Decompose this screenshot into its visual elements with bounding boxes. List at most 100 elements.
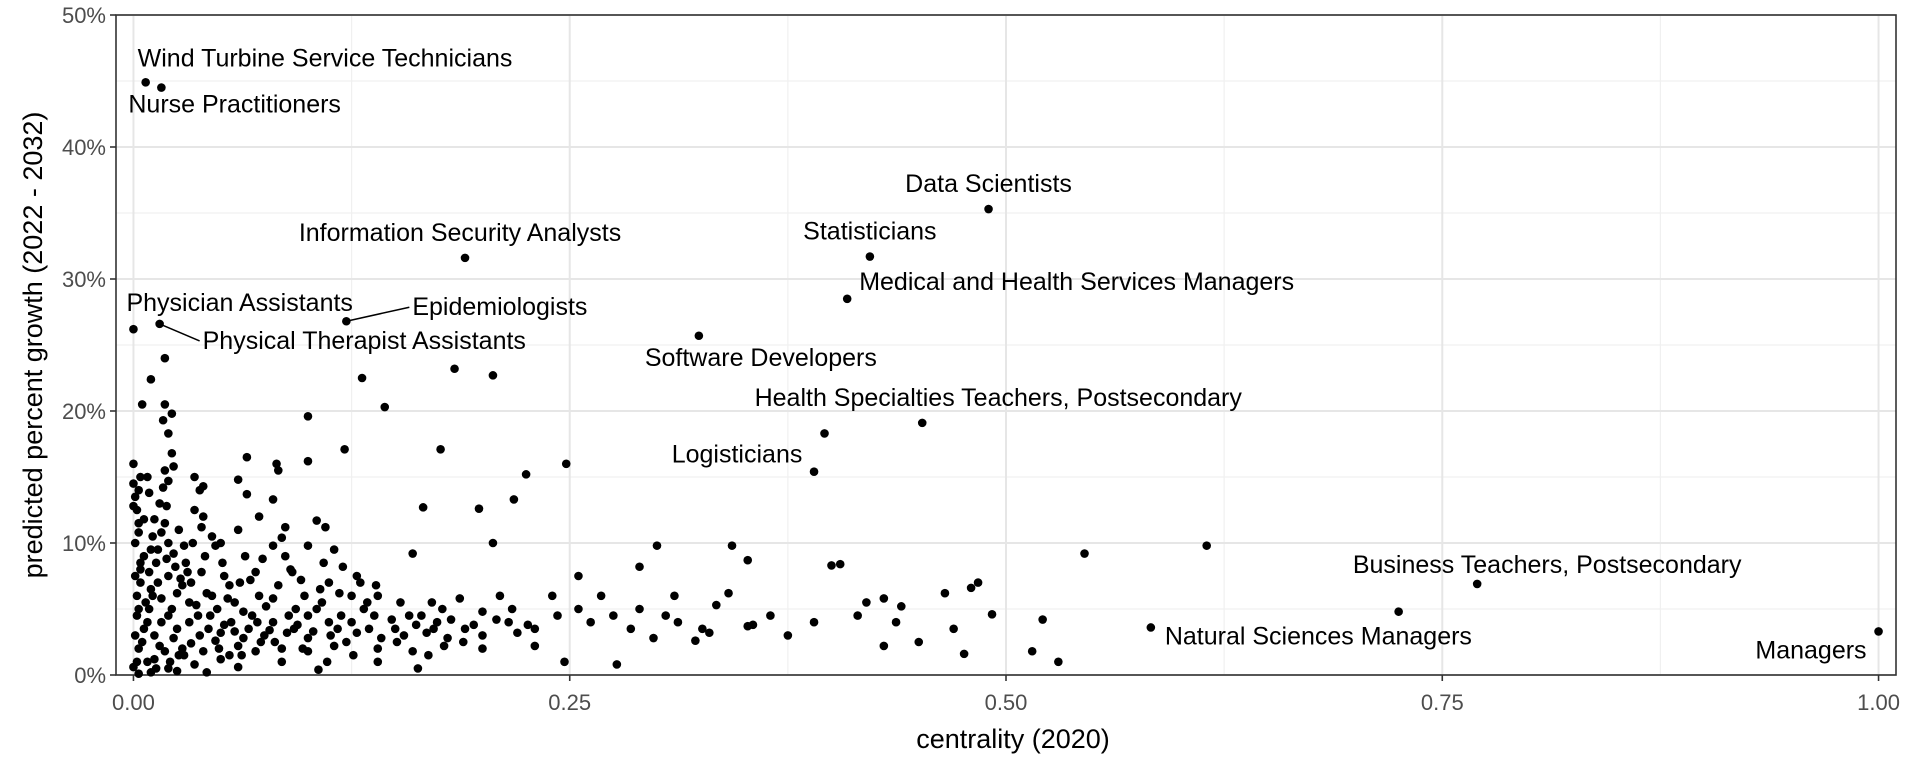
data-point: [273, 466, 283, 475]
data-point: [268, 594, 278, 603]
data-point: [136, 578, 145, 587]
data-point: [966, 583, 976, 593]
point-label: Medical and Health Services Managers: [859, 268, 1294, 296]
data-point: [380, 402, 390, 412]
data-point: [146, 375, 156, 384]
data-point: [200, 551, 210, 561]
data-point: [239, 607, 248, 616]
data-point: [356, 578, 365, 587]
data-point: [141, 598, 150, 607]
data-point: [504, 617, 513, 627]
point-label: Business Teachers, Postsecondary: [1353, 551, 1742, 579]
data-point: [507, 604, 517, 614]
data-point: [282, 628, 292, 638]
data-point: [207, 532, 217, 541]
data-point: [148, 591, 157, 601]
data-point: [349, 650, 358, 660]
data-point: [712, 600, 721, 610]
data-point: [225, 650, 234, 660]
point-label: Nurse Practitioners: [128, 91, 341, 119]
data-point: [181, 558, 191, 568]
data-point: [705, 628, 714, 638]
data-point: [492, 615, 501, 624]
data-point: [853, 611, 862, 620]
data-point: [478, 631, 487, 640]
data-point: [246, 575, 255, 585]
data-point: [130, 631, 140, 640]
y-tick-label: 50%: [62, 3, 106, 28]
data-point: [183, 567, 192, 577]
data-point: [390, 624, 400, 634]
x-axis: 0.00 0.25 0.50 0.75 1.00: [112, 675, 1900, 715]
data-point: [195, 631, 205, 640]
data-point: [364, 624, 374, 634]
data-point: [303, 611, 313, 620]
data-point: [216, 628, 226, 638]
data-point: [270, 637, 280, 647]
data-point: [260, 631, 269, 640]
labeled-data-point: [865, 252, 875, 261]
data-point: [338, 562, 348, 572]
point-label: Data Scientists: [905, 170, 1072, 198]
data-point: [560, 657, 569, 667]
data-point: [155, 499, 164, 508]
data-point: [727, 541, 737, 550]
data-point: [136, 558, 145, 568]
data-point: [268, 617, 278, 627]
data-point: [186, 639, 196, 648]
data-point: [547, 591, 557, 601]
data-point: [148, 532, 157, 541]
data-point: [198, 646, 208, 656]
data-point: [277, 644, 287, 653]
data-point: [862, 598, 871, 607]
data-point: [191, 600, 201, 610]
data-point: [143, 657, 152, 667]
y-tick-label: 20%: [62, 399, 106, 424]
data-point: [959, 649, 969, 659]
data-point: [143, 472, 152, 482]
data-point: [190, 660, 199, 669]
data-point: [317, 598, 327, 607]
data-point: [129, 459, 138, 469]
y-tick-label: 0%: [74, 663, 106, 688]
data-points: [129, 78, 1883, 678]
labeled-data-point: [157, 83, 166, 92]
data-point: [450, 364, 459, 374]
data-point: [1080, 549, 1089, 558]
data-point: [357, 373, 367, 383]
data-point: [303, 411, 313, 421]
data-point: [134, 669, 143, 678]
data-point: [198, 481, 208, 491]
data-point: [333, 624, 342, 634]
data-point: [626, 624, 636, 634]
data-point: [164, 611, 173, 620]
data-point: [202, 668, 212, 677]
data-point: [179, 541, 189, 550]
data-point: [827, 561, 836, 570]
data-point: [277, 533, 287, 543]
data-point: [233, 475, 243, 484]
data-point: [312, 604, 321, 614]
data-point: [144, 604, 154, 614]
data-point: [167, 604, 177, 614]
data-point: [609, 611, 618, 620]
data-point: [242, 489, 252, 499]
data-point: [202, 588, 212, 598]
data-point: [422, 628, 431, 638]
data-point: [291, 604, 301, 614]
data-point: [521, 470, 531, 479]
point-labels: Wind Turbine Service Technicians Nurse Pr…: [126, 44, 1866, 664]
data-point: [153, 578, 163, 587]
data-point: [193, 611, 203, 620]
data-point: [134, 604, 143, 614]
data-point: [280, 551, 290, 561]
data-point: [340, 444, 349, 454]
data-point: [392, 637, 402, 647]
data-point: [223, 594, 232, 603]
data-point: [809, 617, 819, 627]
data-point: [186, 578, 196, 587]
data-point: [399, 631, 409, 640]
data-point: [216, 654, 226, 664]
x-tick-label: 1.00: [1857, 690, 1900, 715]
data-point: [635, 604, 644, 614]
